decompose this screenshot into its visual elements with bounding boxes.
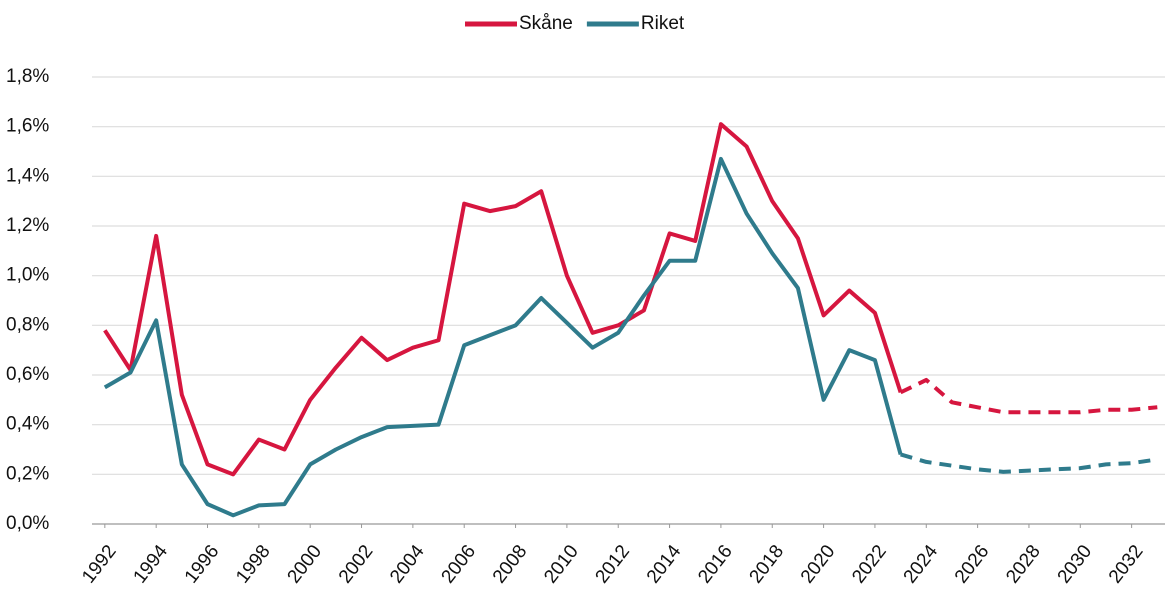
y-tick-label: 1,2% [6, 215, 49, 236]
x-tick-label: 2016 [694, 541, 737, 587]
x-tick-label: 2020 [797, 541, 840, 587]
x-tick-label: 2008 [489, 541, 532, 587]
x-tick-label: 1992 [78, 541, 121, 587]
x-tick-label: 2018 [746, 541, 789, 587]
series-line [103, 122, 903, 477]
x-tick-label: 1998 [232, 541, 275, 587]
y-tick-label: 1,8% [6, 66, 49, 87]
legend-label: Skåne [519, 13, 573, 34]
x-tick-label: 2012 [592, 541, 635, 587]
x-tick-label: 2006 [438, 541, 481, 587]
forecast-line [899, 377, 1158, 415]
x-tick-label: 2026 [951, 541, 994, 587]
legend-label: Riket [641, 13, 685, 34]
x-tick-label: 2000 [284, 541, 327, 587]
x-tick-label: 2030 [1054, 541, 1097, 587]
x-tick-label: 2028 [1002, 541, 1045, 587]
y-tick-label: 0,2% [6, 463, 49, 484]
y-tick-label: 0,0% [6, 513, 49, 534]
y-tick-label: 0,6% [6, 364, 49, 385]
series-line [103, 156, 903, 518]
y-tick-label: 1,0% [6, 265, 49, 286]
y-tick-label: 1,6% [6, 116, 49, 137]
forecast-line [900, 452, 1158, 474]
x-tick-label: 1994 [129, 541, 172, 588]
x-tick-label: 2014 [643, 541, 686, 588]
x-tick-label: 1996 [181, 541, 224, 587]
x-tick-label: 2010 [540, 541, 583, 587]
x-tick-label: 2002 [335, 541, 378, 587]
y-tick-label: 1,4% [6, 165, 49, 186]
y-tick-label: 0,4% [6, 414, 49, 435]
y-tick-label: 0,8% [6, 314, 49, 335]
x-tick-label: 2022 [848, 541, 891, 587]
x-tick-label: 2024 [900, 541, 943, 588]
x-tick-label: 2032 [1105, 541, 1148, 587]
x-tick-label: 2004 [386, 541, 429, 588]
